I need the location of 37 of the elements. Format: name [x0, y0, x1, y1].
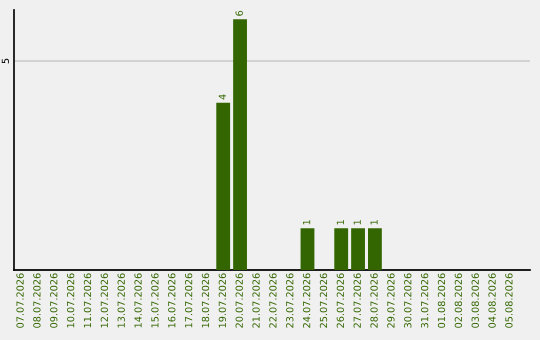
ref-line-label: 5	[2, 58, 10, 64]
x-tick-label: 05.08.2026	[505, 273, 513, 328]
data-label: 6	[236, 10, 243, 16]
x-tick-label: 10.07.2026	[66, 273, 74, 328]
x-tick-label: 23.07.2026	[286, 273, 294, 328]
x-tick-label: 21.07.2026	[252, 273, 260, 328]
x-tick-label: 08.07.2026	[33, 273, 41, 328]
data-label: 1	[303, 220, 310, 224]
x-tick-label: 29.07.2026	[387, 273, 395, 328]
x-tick-label: 13.07.2026	[118, 273, 125, 328]
data-label: 1	[336, 220, 344, 224]
data-label: 1	[370, 220, 378, 224]
x-tick-label: 11.07.2026	[84, 273, 92, 328]
x-tick-label: 19.07.2026	[218, 273, 226, 328]
x-tick-label: 17.07.2026	[184, 273, 192, 328]
x-tick-label: 15.07.2026	[151, 273, 159, 328]
x-tick-label: 26.07.2026	[336, 273, 344, 328]
x-tick-label: 09.07.2026	[50, 273, 58, 328]
x-tick-label: 02.08.2026	[454, 273, 462, 328]
data-label: 4	[218, 94, 226, 100]
x-tick-label: 07.07.2026	[16, 273, 24, 328]
x-tick-label: 18.07.2026	[202, 273, 210, 328]
x-tick-label: 16.07.2026	[168, 273, 176, 328]
x-tick-label: 25.07.2026	[320, 273, 328, 328]
x-tick-label: 01.08.2026	[438, 273, 446, 328]
x-tick-label: 27.07.2026	[354, 273, 361, 328]
x-tick-label: 22.07.2026	[269, 273, 277, 328]
x-tick-label: 30.07.2026	[404, 273, 412, 328]
x-tick-label: 12.07.2026	[100, 273, 108, 328]
x-tick-label: 04.08.2026	[488, 273, 496, 328]
x-tick-label: 31.07.2026	[420, 273, 428, 328]
x-tick-label: 14.07.2026	[134, 273, 142, 328]
x-tick-label: 03.08.2026	[472, 273, 479, 328]
data-label: 1	[354, 220, 361, 224]
x-tick-label: 24.07.2026	[302, 273, 310, 328]
x-tick-label: 28.07.2026	[370, 273, 378, 328]
x-tick-label: 20.07.2026	[236, 273, 243, 328]
